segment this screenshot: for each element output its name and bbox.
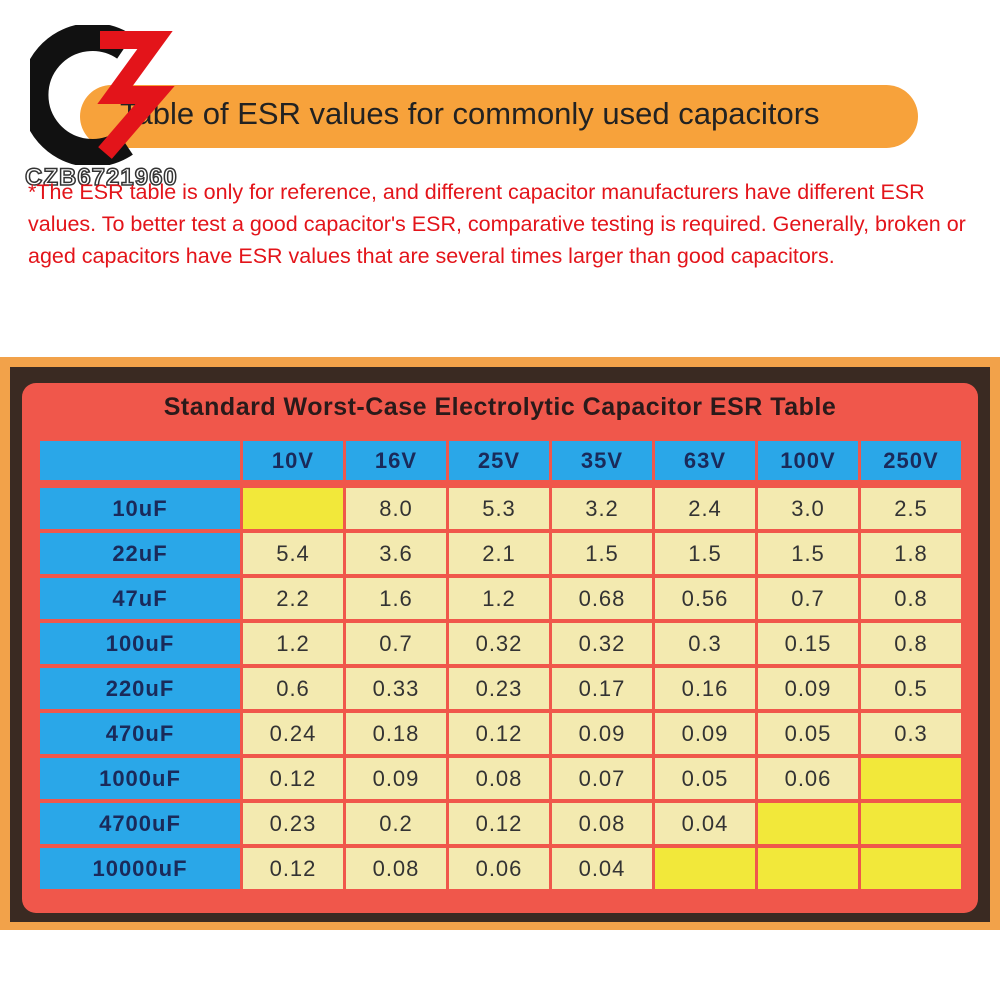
value-cell: 0.05 (758, 713, 858, 754)
value-cell: 1.2 (449, 578, 549, 619)
value-cell: 0.23 (449, 668, 549, 709)
value-cell: 0.09 (758, 668, 858, 709)
empty-cell (655, 848, 755, 889)
table-title: Standard Worst-Case Electrolytic Capacit… (163, 393, 837, 421)
value-cell: 0.16 (655, 668, 755, 709)
photo: Standard Worst-Case Electrolytic Capacit… (0, 357, 1000, 930)
value-cell: 0.09 (346, 758, 446, 799)
value-cell: 0.06 (758, 758, 858, 799)
value-cell: 2.5 (861, 488, 961, 529)
value-cell: 0.2 (346, 803, 446, 844)
value-cell: 0.3 (861, 713, 961, 754)
note: *The ESR table is only for reference, an… (28, 180, 966, 268)
value-cell: 0.23 (243, 803, 343, 844)
value-cell: 0.12 (243, 758, 343, 799)
background: Standard Worst-Case Electrolytic Capacit… (10, 367, 990, 922)
value-cell: 0.3 (655, 623, 755, 664)
value-cell: 2.2 (243, 578, 343, 619)
column-header: 250V (861, 441, 961, 480)
value-cell: 2.4 (655, 488, 755, 529)
logo (30, 25, 175, 165)
row-label: 100uF (40, 623, 240, 664)
row-label: 220uF (40, 668, 240, 709)
value-cell: 0.06 (449, 848, 549, 889)
value-cell: 0.7 (758, 578, 858, 619)
value-cell: 0.08 (449, 758, 549, 799)
header-title: Table of ESR values for commonly used ca… (120, 96, 820, 131)
value-cell: 3.2 (552, 488, 652, 529)
value-cell: 2.1 (449, 533, 549, 574)
value-cell: 1.8 (861, 533, 961, 574)
value-cell: 0.07 (552, 758, 652, 799)
value-cell: 0.5 (861, 668, 961, 709)
value-cell: 1.5 (758, 533, 858, 574)
value-cell: 0.04 (552, 848, 652, 889)
column-header: 25V (449, 441, 549, 480)
value-cell: 1.6 (346, 578, 446, 619)
row-label: 4700uF (40, 803, 240, 844)
column-header: 10V (243, 441, 343, 480)
value-cell: 1.5 (655, 533, 755, 574)
empty-cell (861, 803, 961, 844)
row-label: 1000uF (40, 758, 240, 799)
value-cell: 0.32 (449, 623, 549, 664)
value-cell: 0.12 (449, 803, 549, 844)
column-header: 100V (758, 441, 858, 480)
empty-cell (758, 803, 858, 844)
value-cell: 0.05 (655, 758, 755, 799)
value-cell: 1.2 (243, 623, 343, 664)
header-bar (80, 85, 918, 148)
value-cell: 0.09 (552, 713, 652, 754)
value-cell: 5.4 (243, 533, 343, 574)
row-label: 10uF (40, 488, 240, 529)
value-cell: 8.0 (346, 488, 446, 529)
value-cell: 3.0 (758, 488, 858, 529)
value-cell: 0.04 (655, 803, 755, 844)
column-header: 63V (655, 441, 755, 480)
value-cell: 0.08 (346, 848, 446, 889)
header-cell (40, 441, 240, 480)
value-cell: 0.15 (758, 623, 858, 664)
column-header: 16V (346, 441, 446, 480)
value-cell: 3.6 (346, 533, 446, 574)
value-cell: 0.12 (449, 713, 549, 754)
watermark: CZB6721960 (24, 163, 178, 192)
value-cell: 5.3 (449, 488, 549, 529)
row-label: 47uF (40, 578, 240, 619)
row-label: 10000uF (40, 848, 240, 889)
value-cell: 0.68 (552, 578, 652, 619)
value-cell: 0.17 (552, 668, 652, 709)
value-cell: 0.32 (552, 623, 652, 664)
value-cell: 0.12 (243, 848, 343, 889)
empty-cell (861, 848, 961, 889)
empty-cell (758, 848, 858, 889)
value-cell: 0.6 (243, 668, 343, 709)
value-cell: 0.56 (655, 578, 755, 619)
row-label: 470uF (40, 713, 240, 754)
value-cell: 0.08 (552, 803, 652, 844)
esr-label: Standard Worst-Case Electrolytic Capacit… (22, 383, 978, 913)
value-cell: 0.09 (655, 713, 755, 754)
empty-cell (243, 488, 343, 529)
row-label: 22uF (40, 533, 240, 574)
empty-cell (861, 758, 961, 799)
value-cell: 0.33 (346, 668, 446, 709)
value-cell: 0.7 (346, 623, 446, 664)
value-cell: 0.18 (346, 713, 446, 754)
value-cell: 1.5 (552, 533, 652, 574)
value-cell: 0.24 (243, 713, 343, 754)
value-cell: 0.8 (861, 623, 961, 664)
value-cell: 0.8 (861, 578, 961, 619)
column-header: 35V (552, 441, 652, 480)
